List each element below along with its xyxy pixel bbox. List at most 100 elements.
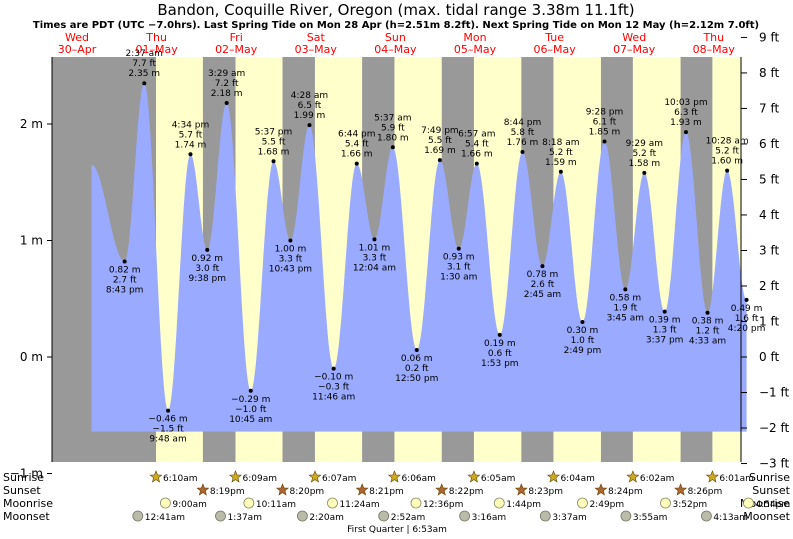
sunrise-time: 6:02am — [640, 474, 675, 484]
axes: −1 m 0 m 1 m 2 m −3 ft −2 ft −1 ft 0 ft 1 ft 2 ft… — [10, 30, 790, 480]
tide-labels: 0.82 m2.7 ft8:43 pm 2:37 am7.7 ft2.35 m −0… — [106, 49, 765, 444]
high-tide-label: 1.74 m — [175, 140, 207, 150]
low-tide-label: −0.10 m — [314, 373, 353, 383]
low-tide-label: 1.0 ft — [571, 336, 595, 346]
high-tide-label: 5.5 ft — [262, 137, 286, 147]
sunset-star-icon — [435, 483, 449, 496]
low-tide-label: 9:38 pm — [188, 274, 226, 284]
low-tide-label: 0.30 m — [567, 326, 599, 336]
day-header-dow: Thu — [702, 31, 724, 44]
right-tick-label: −3 ft — [759, 457, 790, 471]
moonset-time: 3:37am — [552, 513, 587, 523]
day-header-dow: Wed — [622, 31, 646, 44]
low-tide-label: 3:45 am — [607, 313, 644, 323]
low-tide-point — [414, 348, 419, 353]
low-tide-point — [744, 297, 749, 302]
low-tide-point — [372, 237, 377, 242]
moonset-time: 4:13am — [713, 513, 748, 523]
low-tide-point — [122, 259, 127, 264]
low-tide-point — [662, 309, 667, 314]
high-tide-point — [142, 81, 147, 86]
moonrise-time: 3:52pm — [672, 500, 707, 510]
low-tide-label: 9:48 am — [149, 435, 186, 445]
moonrise-time: 4:54pm — [755, 500, 790, 510]
low-tide-point — [540, 264, 545, 269]
right-tick-label: 3 ft — [759, 243, 779, 257]
day-header-dow: Fri — [230, 31, 243, 44]
low-tide-label: 0.78 m — [527, 270, 559, 280]
moonset-moon-icon — [701, 510, 712, 522]
sunset-star-icon — [514, 483, 528, 496]
low-tide-label: 0.49 m — [731, 304, 763, 314]
moonset-row-label-left: Moonset — [3, 510, 50, 523]
plot-area — [52, 57, 747, 462]
low-tide-point — [205, 247, 210, 252]
moonrise-moon-icon — [327, 497, 338, 509]
low-tide-point — [166, 408, 171, 413]
high-tide-point — [354, 161, 359, 166]
low-tide-label: 0.06 m — [401, 354, 433, 364]
low-tide-label: −0.3 ft — [318, 383, 350, 393]
sunset-time: 8:21pm — [369, 487, 404, 497]
day-header-dow: Tue — [544, 31, 564, 44]
day-header-date: 07–May — [613, 43, 656, 56]
low-tide-point — [623, 287, 628, 292]
right-tick-label: 4 ft — [759, 208, 779, 222]
high-tide-label: 5.2 ft — [549, 148, 573, 158]
left-tick-label: −1 m — [10, 467, 43, 481]
moonrise-time: 2:49pm — [589, 500, 624, 510]
moonset-moon-icon — [378, 510, 390, 522]
day-header-date: 05–May — [454, 43, 497, 56]
moonset-row-label-right: Moonset — [743, 510, 790, 523]
sunset-star-icon — [594, 483, 608, 496]
moonset-time: 2:52am — [391, 513, 426, 523]
sunset-time: 8:20pm — [290, 487, 325, 497]
sunrise-row-label-left: Sunrise — [3, 471, 44, 484]
high-tide-label: 1.58 m — [628, 159, 660, 169]
low-tide-label: 0.19 m — [484, 339, 516, 349]
sunrise-star-icon — [149, 470, 163, 483]
day-header-dow: Thu — [145, 31, 167, 44]
low-tide-label: 2.6 ft — [531, 280, 555, 290]
sunrise-time: 6:07am — [322, 474, 357, 484]
high-tide-label: 5:37 am — [374, 113, 411, 123]
sunrise-time: 6:10am — [163, 474, 198, 484]
high-tide-point — [602, 139, 607, 144]
low-tide-label: 0.82 m — [109, 265, 141, 275]
moonrise-moon-icon — [743, 497, 754, 509]
moonset-time: 12:41am — [145, 513, 185, 523]
low-tide-label: 4:20 pm — [728, 324, 766, 334]
high-tide-label: 10:28 am — [706, 137, 749, 147]
day-header-dow: Sat — [307, 31, 326, 44]
high-tide-label: 6.5 ft — [298, 101, 322, 111]
left-tick-label: 1 m — [20, 234, 43, 248]
high-tide-label: 4:34 pm — [172, 120, 210, 130]
low-tide-point — [456, 246, 461, 251]
moonset-moon-icon — [215, 510, 226, 522]
day-header-date: 02–May — [215, 43, 258, 56]
day-header-dow: Sun — [385, 31, 406, 44]
moonrise-moon-icon — [243, 497, 255, 509]
day-header-dow: Mon — [463, 31, 486, 44]
sunrise-time: 6:04am — [560, 474, 595, 484]
sunset-time: 8:19pm — [210, 487, 245, 497]
high-tide-label: 1.66 m — [461, 150, 493, 160]
high-tide-label: 1.60 m — [711, 157, 743, 167]
high-tide-label: 1.68 m — [258, 147, 290, 157]
high-tide-label: 9:28 pm — [586, 107, 624, 117]
low-tide-label: 2.7 ft — [113, 275, 137, 285]
low-tide-label: 1.2 ft — [696, 327, 720, 337]
high-tide-label: 1.66 m — [341, 150, 373, 160]
moonset-moon-icon — [539, 510, 551, 522]
low-tide-point — [580, 320, 585, 325]
right-tick-label: 9 ft — [759, 30, 779, 44]
left-tick-label: 2 m — [20, 117, 43, 131]
low-tide-label: 2:45 am — [524, 290, 561, 300]
sunset-star-icon — [355, 483, 369, 496]
moon-phase-label: First Quarter | 6:53am — [347, 525, 447, 535]
low-tide-label: 1.6 ft — [735, 314, 759, 324]
right-tick-label: −1 ft — [759, 386, 790, 400]
high-tide-label: 1.80 m — [377, 133, 409, 143]
tide-curve — [91, 83, 747, 432]
chart-title: Bandon, Coquille River, Oregon (max. tid… — [157, 1, 634, 19]
